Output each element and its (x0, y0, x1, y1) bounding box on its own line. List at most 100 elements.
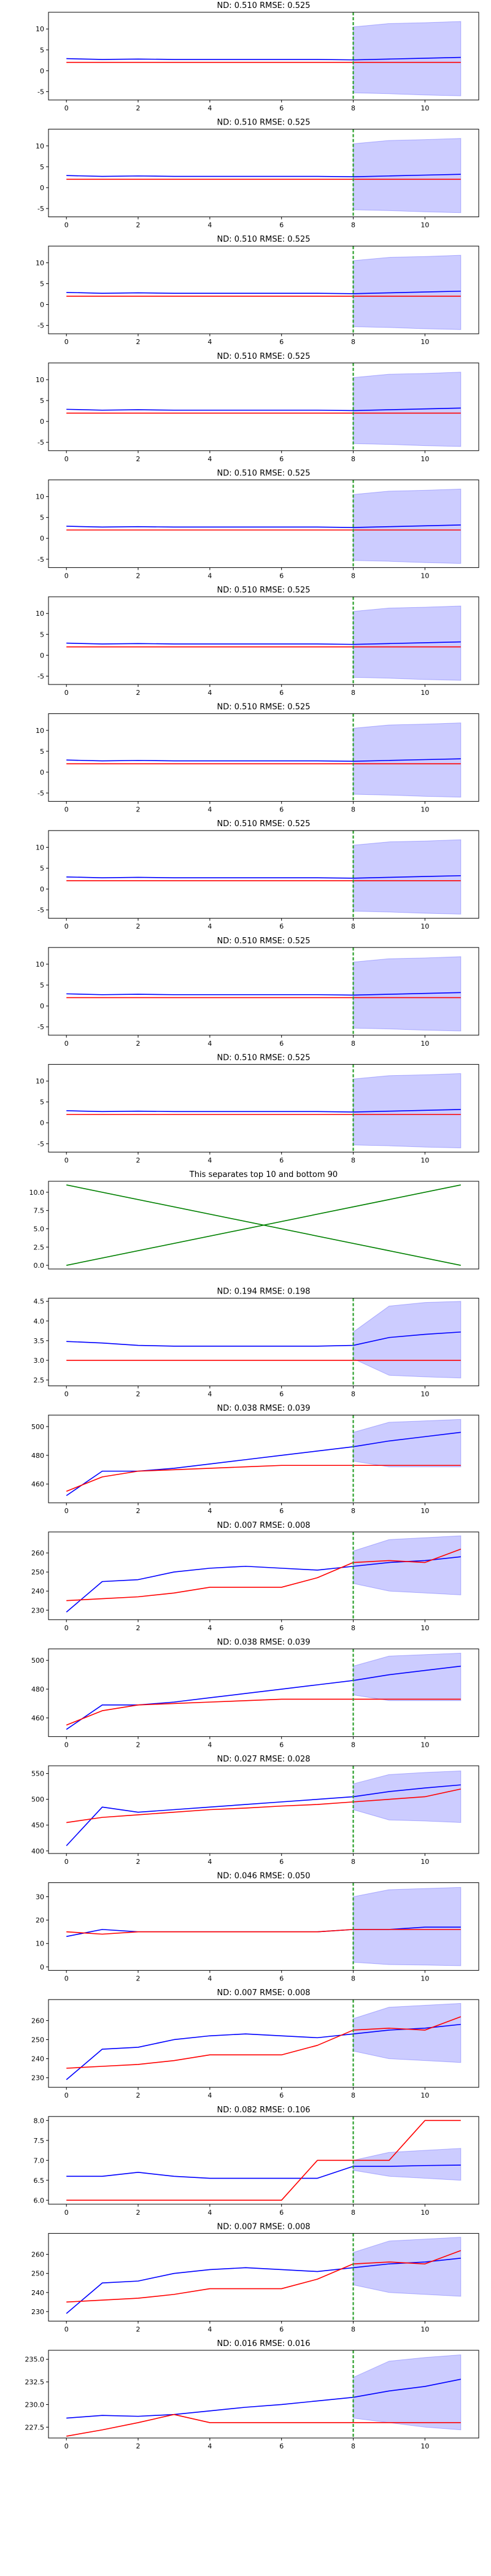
axes-frame (48, 362, 479, 451)
prediction-band (353, 1770, 462, 1823)
actual-line (66, 1788, 461, 1823)
x-tick-label: 4 (207, 1975, 212, 1983)
x-tick-label: 10 (420, 1858, 429, 1866)
x-tick-label: 10 (420, 1156, 429, 1164)
x-tick-label: 2 (136, 572, 141, 580)
forecast-line (66, 56, 461, 61)
x-tick-label: 6 (279, 2091, 284, 2099)
y-tick-label: -5 (37, 556, 44, 564)
chart-panel: ND: 0.038 RMSE: 0.039 460 480 500 0 2 4 6 8 10 (31, 1404, 479, 1515)
x-tick-label: 10 (420, 221, 429, 229)
y-tick-label: 5.0 (34, 1225, 45, 1233)
y-tick-label: 20 (36, 1917, 44, 1925)
x-tick-label: 4 (207, 2442, 212, 2450)
axes-frame (48, 1999, 479, 2088)
x-tick-label: 10 (420, 1741, 429, 1749)
x-tick-label: 0 (64, 572, 69, 580)
x-tick-label: 2 (136, 1156, 141, 1164)
x-tick-label: 4 (207, 572, 212, 580)
y-tick-label: 0 (40, 301, 44, 309)
x-tick-label: 10 (420, 2091, 429, 2099)
chart-title: ND: 0.038 RMSE: 0.039 (217, 1404, 310, 1413)
x-tick-label: 0 (64, 1975, 69, 1983)
chart-title: ND: 0.510 RMSE: 0.525 (217, 586, 310, 595)
chart-panel: ND: 0.510 RMSE: 0.525 -5 0 5 10 0 2 4 6 8 10 (36, 1, 479, 112)
x-tick-label: 2 (136, 2325, 141, 2333)
actual-line (66, 1929, 461, 1935)
y-tick-label: 0 (40, 67, 44, 75)
y-tick-label: 10 (36, 843, 44, 851)
chart-panel: ND: 0.046 RMSE: 0.050 0 10 20 30 0 2 4 6 8 10 (36, 1872, 479, 1983)
y-tick-label: -5 (37, 789, 44, 797)
x-tick-label: 0 (64, 1507, 69, 1515)
chart-panel: ND: 0.510 RMSE: 0.525 -5 0 5 10 0 2 4 6 8 10 (36, 235, 479, 346)
y-tick-label: 2.5 (34, 1376, 45, 1384)
x-tick-label: 10 (420, 338, 429, 346)
y-tick-label: 235.0 (25, 2356, 45, 2364)
y-tick-label: 500 (31, 1796, 44, 1804)
x-tick-label: 0 (64, 2442, 69, 2450)
forecast-line (66, 875, 461, 879)
y-tick-label: 4.5 (34, 1298, 45, 1306)
x-tick-label: 6 (279, 689, 284, 697)
x-tick-label: 8 (351, 2091, 355, 2099)
x-tick-label: 2 (136, 1624, 141, 1632)
forecast-line (66, 1556, 461, 1612)
forecast-line (66, 407, 461, 412)
y-tick-label: 5 (40, 46, 44, 54)
x-tick-label: 6 (279, 104, 284, 112)
x-tick-label: 8 (351, 2442, 355, 2450)
chart-panel: ND: 0.194 RMSE: 0.198 2.5 3.0 3.5 4.0 4.5 0 2 4 6… (34, 1287, 479, 1398)
y-tick-label: -5 (37, 205, 44, 213)
chart-panel: ND: 0.007 RMSE: 0.008 230 240 250 260 0 2 4 6 8 10 (31, 1521, 479, 1632)
x-tick-label: 10 (420, 572, 429, 580)
forecast-line (66, 641, 461, 645)
x-tick-label: 8 (351, 1624, 355, 1632)
y-tick-label: -5 (37, 322, 44, 330)
x-tick-label: 10 (420, 1390, 429, 1398)
chart-panel: ND: 0.007 RMSE: 0.008 230 240 250 260 0 2 4 6 8 10 (31, 2222, 479, 2333)
axes-frame (48, 1298, 479, 1387)
x-tick-label: 8 (351, 2325, 355, 2333)
y-tick-label: 10 (36, 727, 44, 735)
y-tick-label: -5 (37, 907, 44, 914)
x-tick-label: 10 (420, 104, 429, 112)
y-tick-label: -5 (37, 1023, 44, 1031)
x-tick-label: 6 (279, 2325, 284, 2333)
x-tick-label: 6 (279, 1390, 284, 1398)
chart-title: ND: 0.510 RMSE: 0.525 (217, 703, 310, 712)
x-tick-label: 10 (420, 2442, 429, 2450)
actual-line (66, 2120, 461, 2201)
y-tick-label: 0 (40, 184, 44, 192)
x-tick-label: 10 (420, 2325, 429, 2333)
axes-frame (48, 1181, 479, 1270)
chart-panel: ND: 0.038 RMSE: 0.039 460 480 500 0 2 4 6 8 10 (31, 1638, 479, 1749)
x-tick-label: 6 (279, 1507, 284, 1515)
y-tick-label: 0 (40, 651, 44, 659)
x-tick-label: 8 (351, 1858, 355, 1866)
y-tick-label: 5 (40, 163, 44, 171)
chart-title: ND: 0.510 RMSE: 0.525 (217, 1053, 310, 1062)
prediction-band (353, 2148, 462, 2181)
y-tick-label: 5 (40, 748, 44, 756)
y-tick-label: -5 (37, 1140, 44, 1148)
y-tick-label: 10 (36, 142, 44, 150)
prediction-band (353, 1419, 462, 1468)
y-tick-label: 240 (31, 2055, 44, 2063)
chart-panel: ND: 0.007 RMSE: 0.008 230 240 250 260 0 2 4 6 8 10 (31, 1988, 479, 2099)
y-tick-label: 0 (40, 886, 44, 894)
actual-line (66, 2413, 461, 2437)
x-tick-label: 2 (136, 806, 141, 814)
actual-line (66, 2016, 462, 2069)
x-tick-label: 2 (136, 2091, 141, 2099)
chart-title: ND: 0.046 RMSE: 0.050 (217, 1872, 310, 1881)
x-tick-label: 8 (351, 922, 355, 930)
x-tick-label: 4 (207, 1507, 212, 1515)
axes-frame (48, 830, 479, 919)
y-tick-label: 480 (31, 1452, 44, 1460)
y-tick-label: 30 (36, 1893, 44, 1901)
x-tick-label: 0 (64, 221, 69, 229)
axes-frame (48, 2233, 479, 2321)
y-tick-label: 10 (36, 259, 44, 267)
forecast-line (66, 524, 461, 528)
